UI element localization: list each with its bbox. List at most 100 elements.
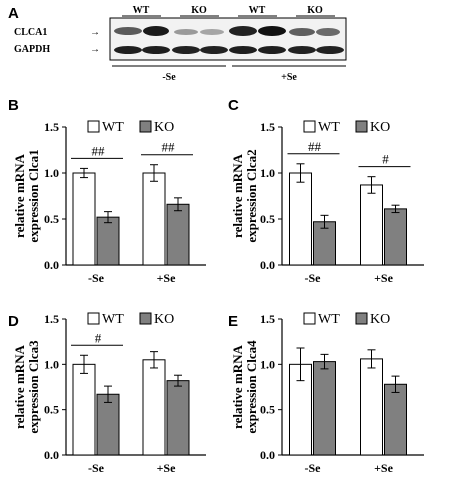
legend-label-c-ko: KO <box>370 120 390 135</box>
significance-label-c-1: # <box>382 152 389 167</box>
legend-label-d-wt: WT <box>102 312 124 327</box>
gapdh-band-8 <box>316 46 344 54</box>
legend-label-b-ko: KO <box>154 120 174 135</box>
panel-letter-c: C <box>228 97 239 114</box>
bar-e-wt-1 <box>360 358 383 456</box>
legend-swatch-d-wt <box>87 312 100 325</box>
clca1-band-2 <box>143 26 169 36</box>
y-axis-label-d: relative mRNAexpression Clca3 <box>12 340 41 434</box>
blot-arrow-clca1: → <box>90 27 100 38</box>
category-label-b-1: +Se <box>157 271 177 285</box>
y-tick-label-b-3: 1.5 <box>44 120 59 134</box>
panel-letter-b: B <box>8 97 19 114</box>
bar-b-wt-0 <box>72 172 96 266</box>
category-label-b-0: -Se <box>88 271 105 285</box>
gapdh-band-4 <box>200 46 228 54</box>
gapdh-bands <box>114 46 344 54</box>
clca1-band-3 <box>174 29 198 35</box>
clca1-band-1 <box>114 27 142 35</box>
y-tick-label-e-1: 0.5 <box>260 403 275 417</box>
category-label-d-0: -Se <box>88 461 105 475</box>
western-blot-panel: A WT KO WT KO CLCA1 → GAPDH → <box>8 5 347 83</box>
y-tick-label-e-2: 1.0 <box>260 357 275 371</box>
clca1-bands <box>114 26 340 36</box>
y-axis-label-c: relative mRNAexpression Clca2 <box>230 149 259 242</box>
y-tick-label-d-0: 0.0 <box>44 448 59 462</box>
gapdh-band-7 <box>288 46 316 54</box>
significance-label-c-0: ## <box>308 139 322 154</box>
legend-label-c-wt: WT <box>318 120 340 135</box>
y-tick-label-e-3: 1.5 <box>260 312 275 326</box>
gapdh-band-2 <box>142 46 170 54</box>
legend-swatch-b-wt <box>87 120 100 133</box>
bar-d-ko-1 <box>166 380 190 456</box>
category-label-c-0: -Se <box>305 271 322 285</box>
clca1-band-8 <box>316 28 340 36</box>
y-axis-label-line-d-0: relative mRNA <box>12 344 27 428</box>
y-tick-label-b-0: 0.0 <box>44 258 59 272</box>
clca1-band-6 <box>258 26 286 36</box>
category-label-c-1: +Se <box>374 271 394 285</box>
y-tick-label-d-2: 1.0 <box>44 357 59 371</box>
y-axis-label-line-b-0: relative mRNA <box>12 153 27 237</box>
bar-c-wt-1 <box>360 184 383 266</box>
y-axis-label-line-e-0: relative mRNA <box>230 344 245 428</box>
gapdh-band-6 <box>258 46 286 54</box>
legend-swatch-e-ko <box>355 312 368 325</box>
clca1-band-4 <box>200 29 224 35</box>
gapdh-band-5 <box>229 46 257 54</box>
panel-letter-e: E <box>228 313 238 330</box>
y-axis-label-line-d-1: expression Clca3 <box>26 340 41 434</box>
chart-panel-b: B 0.0 0.5 1.0 1.5 relative mRNAexpression Clc… <box>8 97 206 285</box>
blot-lane-label-1: WT <box>133 5 150 16</box>
bar-b-wt-1 <box>142 172 166 266</box>
legend-label-e-ko: KO <box>370 312 390 327</box>
y-tick-label-c-3: 1.5 <box>260 120 275 134</box>
y-axis-label-line-c-0: relative mRNA <box>230 153 245 237</box>
y-axis-label-line-e-1: expression Clca4 <box>244 340 259 434</box>
blot-lane-label-4: KO <box>307 5 323 16</box>
significance-label-b-0: ## <box>92 143 106 158</box>
blot-row-label-clca1: CLCA1 <box>14 27 47 38</box>
y-tick-label-c-0: 0.0 <box>260 258 275 272</box>
bar-b-ko-1 <box>166 203 190 266</box>
significance-label-d-0: # <box>95 330 102 345</box>
y-tick-label-b-2: 1.0 <box>44 166 59 180</box>
legend-label-b-wt: WT <box>102 120 124 135</box>
legend-swatch-c-ko <box>355 120 368 133</box>
blot-group-label-plus: +Se <box>281 72 297 83</box>
y-tick-label-c-1: 0.5 <box>260 212 275 226</box>
blot-lane-label-2: KO <box>191 5 207 16</box>
legend-label-e-wt: WT <box>318 312 340 327</box>
blot-group-label-minus: -Se <box>162 72 176 83</box>
category-label-e-1: +Se <box>374 461 394 475</box>
bar-d-wt-1 <box>142 359 166 456</box>
blot-arrow-gapdh: → <box>90 44 100 55</box>
clca1-band-5 <box>229 26 257 36</box>
legend-swatch-c-wt <box>303 120 316 133</box>
y-axis-label-b: relative mRNAexpression Clca1 <box>12 149 41 242</box>
significance-label-b-1: ## <box>162 140 176 155</box>
y-axis-label-e: relative mRNAexpression Clca4 <box>230 340 259 434</box>
bar-b-ko-0 <box>96 216 120 266</box>
gapdh-band-3 <box>172 46 200 54</box>
y-axis-label-line-b-1: expression Clca1 <box>26 149 41 242</box>
bar-d-wt-0 <box>72 363 96 456</box>
bar-e-ko-0 <box>313 361 336 456</box>
bar-e-ko-1 <box>384 383 407 456</box>
category-label-d-1: +Se <box>157 461 177 475</box>
bar-c-wt-0 <box>289 172 312 266</box>
y-tick-label-e-0: 0.0 <box>260 448 275 462</box>
panel-letter-d: D <box>8 313 19 330</box>
blot-membrane <box>109 17 347 61</box>
y-tick-label-c-2: 1.0 <box>260 166 275 180</box>
chart-panel-c: C 0.0 0.5 1.0 1.5 relative mRNAexpression Clc… <box>228 97 424 285</box>
legend-swatch-d-ko <box>139 312 152 325</box>
legend-swatch-b-ko <box>139 120 152 133</box>
y-axis-label-line-c-1: expression Clca2 <box>244 149 259 242</box>
legend-label-d-ko: KO <box>154 312 174 327</box>
